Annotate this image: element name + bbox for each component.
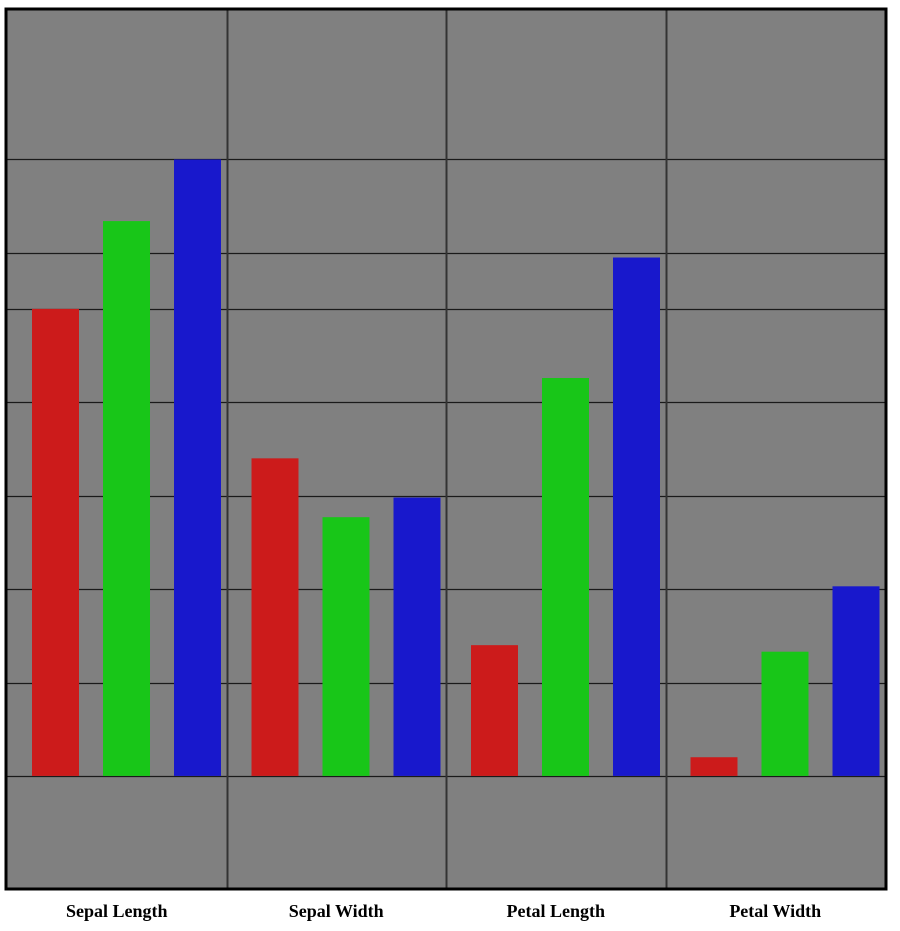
category-label-petal-width: Petal Width [729, 901, 821, 921]
bar-sepal-length-2 [103, 221, 150, 776]
bar-petal-length-1 [471, 645, 518, 776]
bar-petal-width-2 [761, 651, 809, 776]
bars [32, 159, 880, 776]
bar-petal-width-3 [832, 586, 880, 776]
plot-border [4, 7, 888, 891]
bar-sepal-width-3 [393, 497, 441, 776]
bar-sepal-length-3 [174, 159, 221, 776]
grid-lines [7, 10, 885, 888]
bar-sepal-length-1 [32, 308, 79, 776]
bar-petal-width-1 [690, 757, 738, 776]
category-label-petal-length: Petal Length [507, 901, 606, 921]
bar-sepal-width-1 [251, 458, 299, 776]
bar-petal-length-2 [542, 378, 589, 776]
category-labels: Sepal Length Sepal Width Petal Length Petal… [66, 901, 821, 921]
bar-petal-length-3 [613, 257, 660, 776]
category-label-sepal-width: Sepal Width [289, 901, 384, 921]
bar-sepal-width-2 [322, 517, 370, 776]
category-label-sepal-length: Sepal Length [66, 901, 168, 921]
